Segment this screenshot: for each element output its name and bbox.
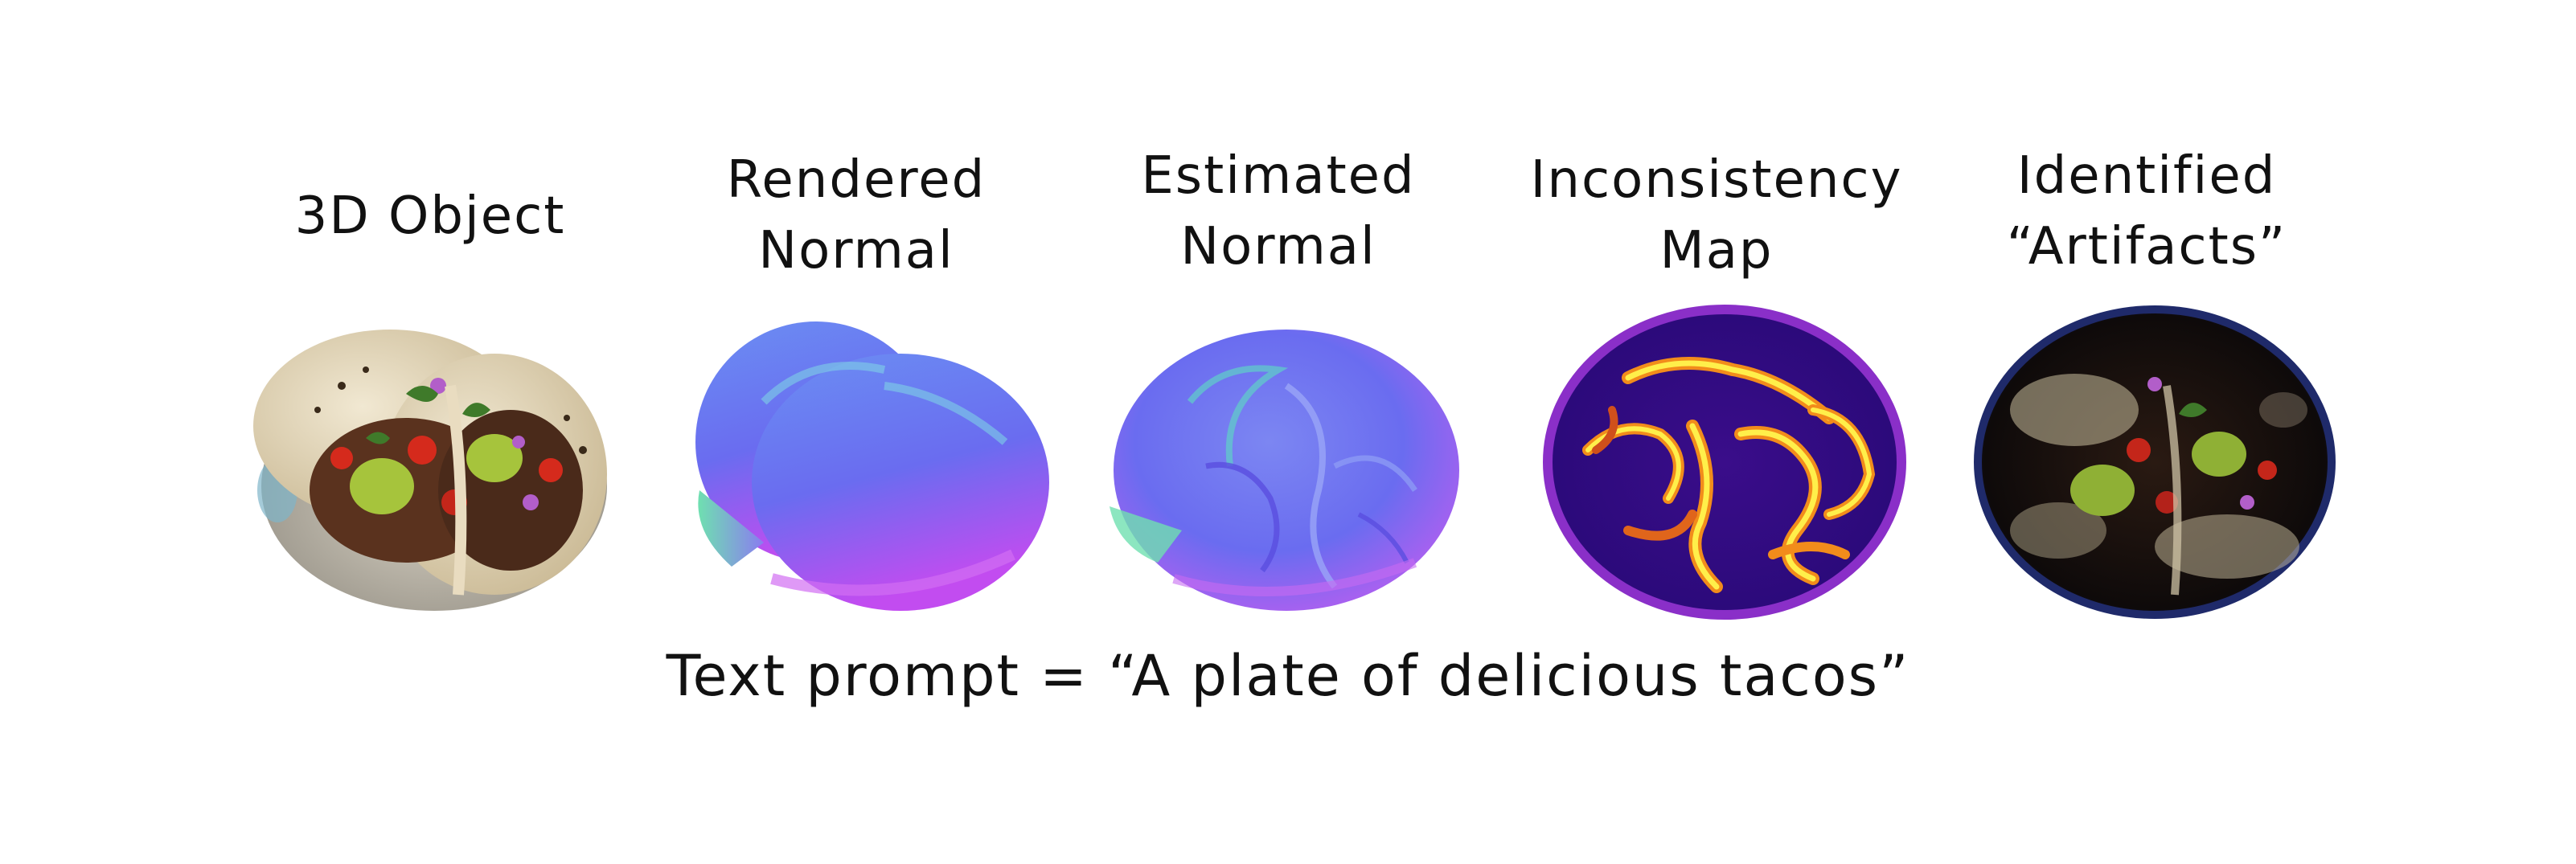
- identified-artifacts-image: [1962, 289, 2340, 627]
- inconsistency-map-image: [1532, 289, 1909, 627]
- title-3d-object: 3D Object: [294, 186, 566, 246]
- title-inconsistency-map: Inconsistency Map: [1530, 150, 1903, 280]
- title-rendered-normal: Rendered Normal: [726, 150, 987, 280]
- text-prompt-caption: Text prompt = “A plate of delicious taco…: [666, 643, 1910, 709]
- estimated-normal-image: [1093, 289, 1471, 627]
- title-identified-artifacts: Identified “Artifacts”: [2006, 146, 2287, 276]
- rendered-normal-image: [675, 289, 1053, 627]
- taco-object-image: [245, 289, 623, 627]
- title-estimated-normal: Estimated Normal: [1141, 146, 1416, 276]
